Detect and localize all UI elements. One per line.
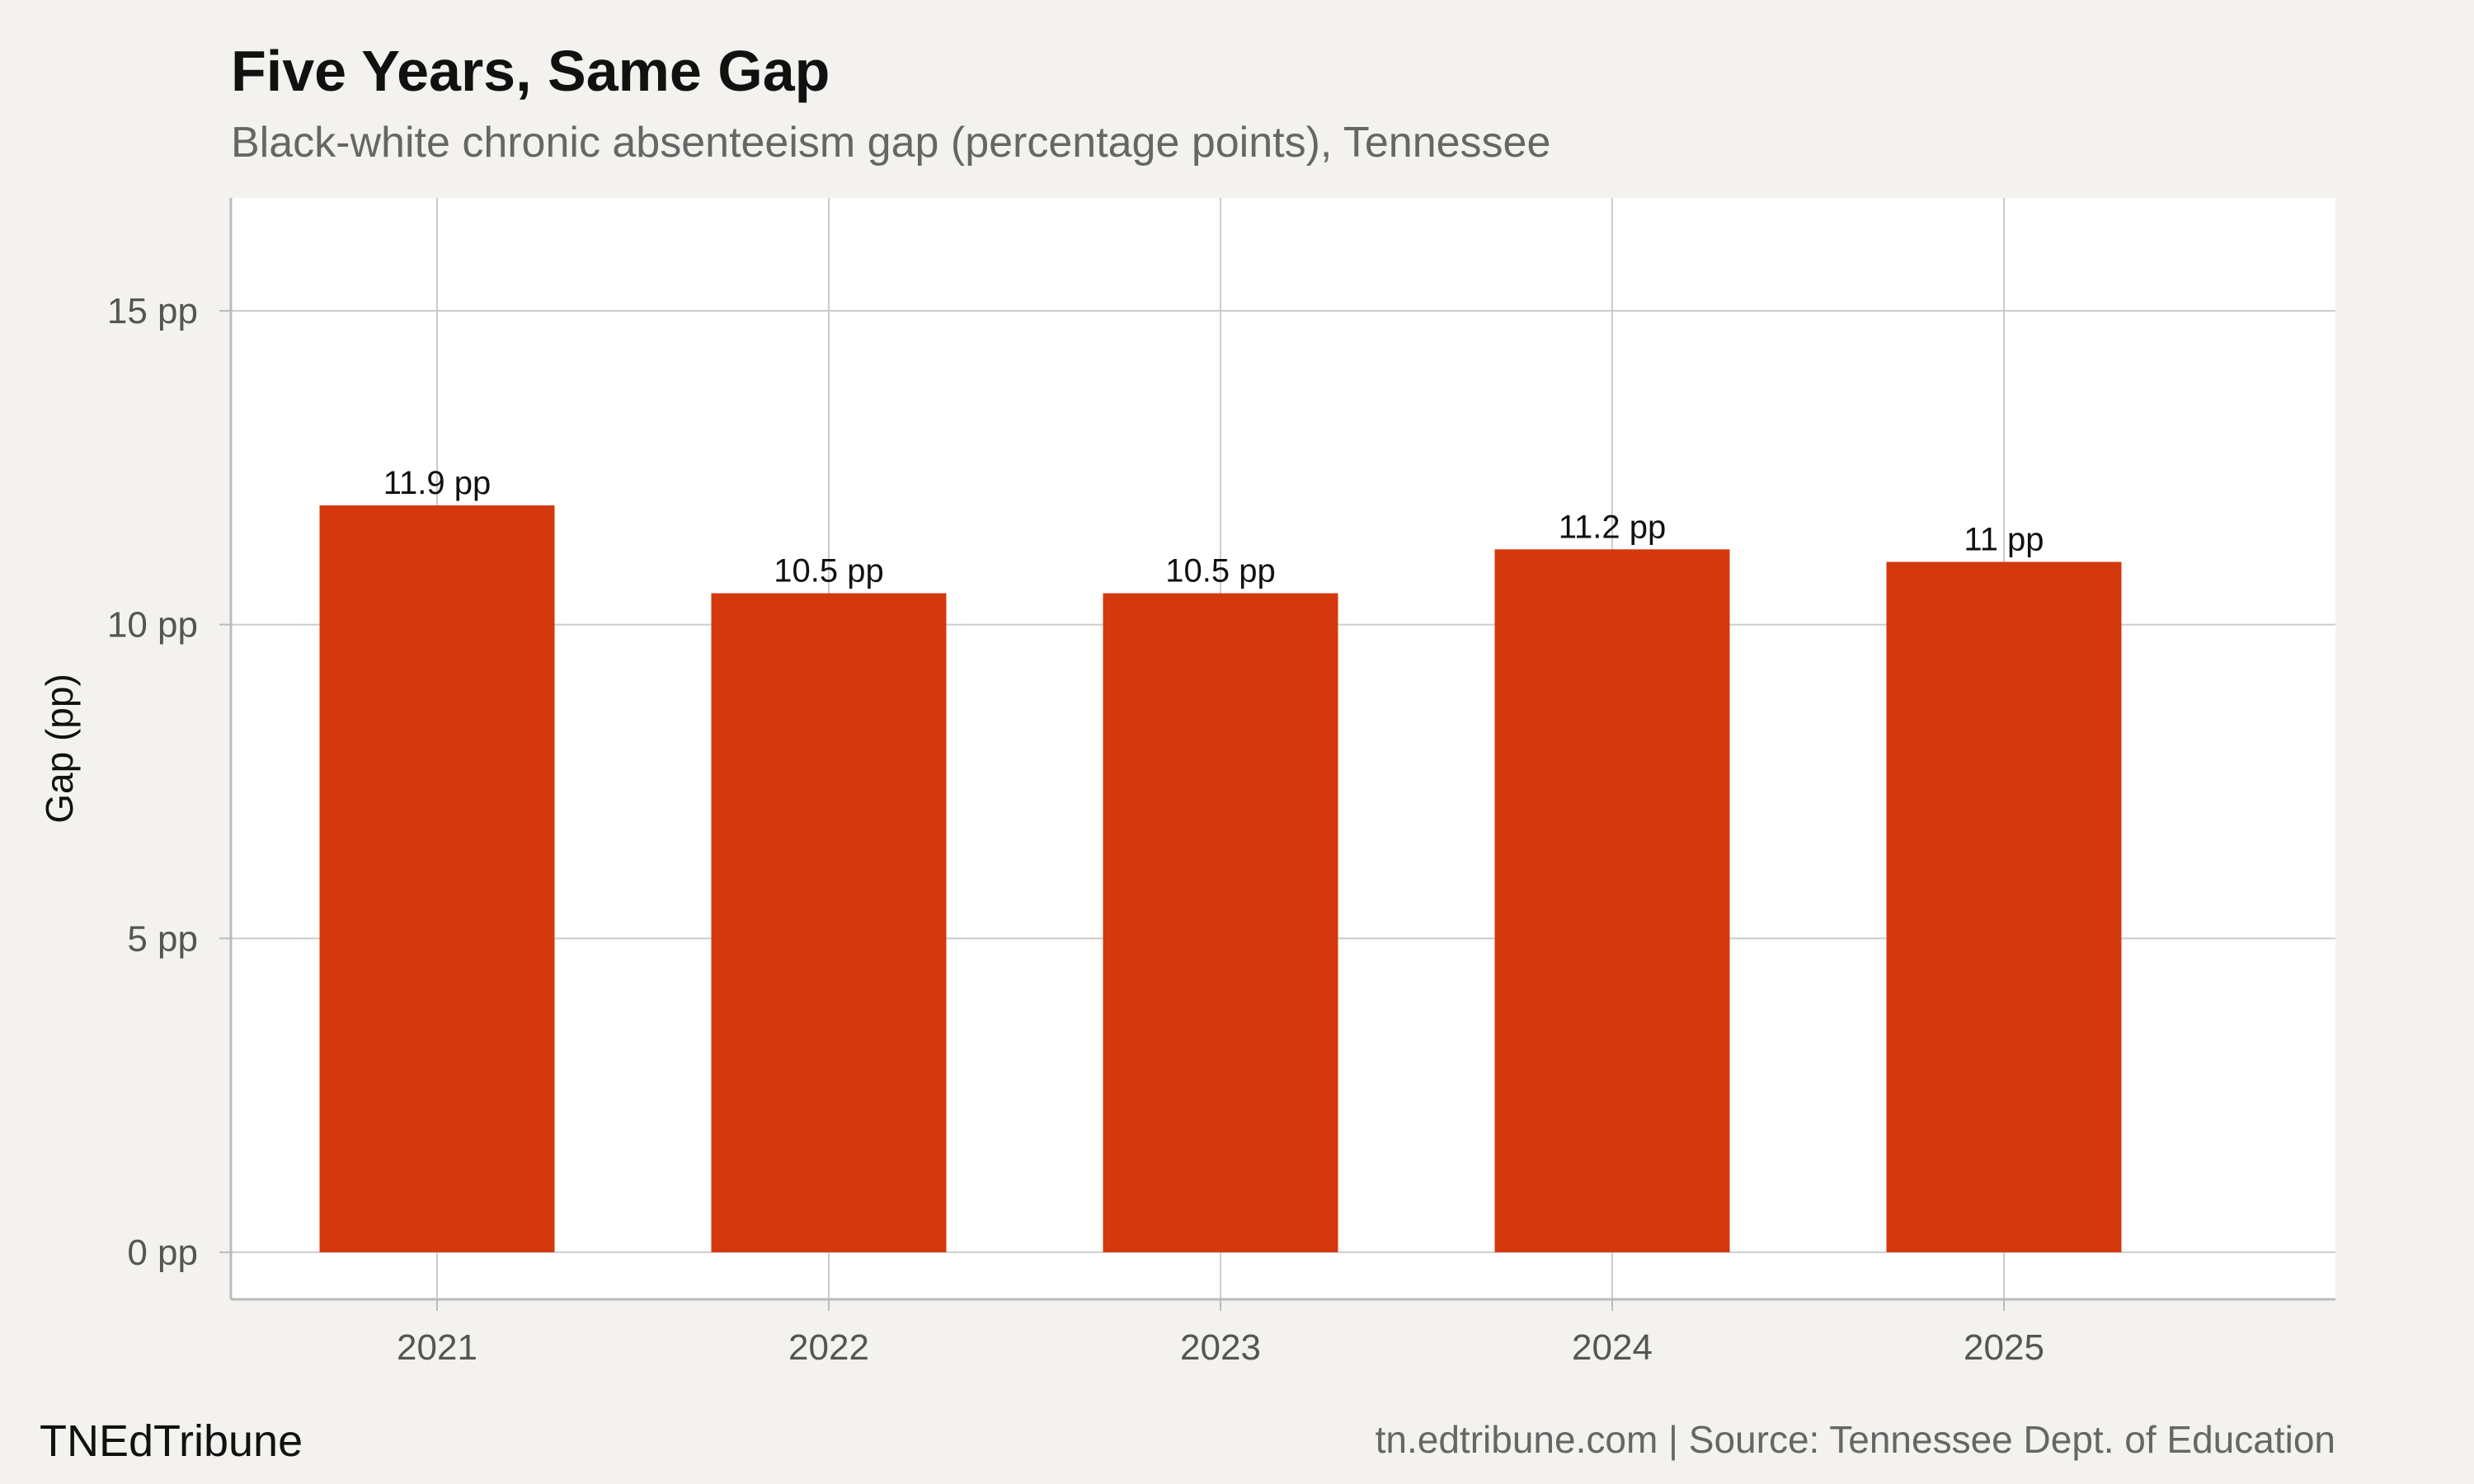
bar-2024 <box>1494 549 1730 1252</box>
data-label-2022: 10.5 pp <box>774 553 883 589</box>
x-tick-labels: 2021 2022 2023 2024 2025 <box>397 1327 2044 1368</box>
data-label-2021: 11.9 pp <box>383 465 492 501</box>
y-tick-label: 15 pp <box>107 291 198 331</box>
bar-2022 <box>711 593 947 1252</box>
data-label-2024: 11.2 pp <box>1559 509 1667 545</box>
data-labels: 11.9 pp 10.5 pp 10.5 pp 11.2 pp 11 pp <box>383 465 2044 589</box>
x-tick-label-2025: 2025 <box>1964 1327 2044 1368</box>
x-tick-label-2021: 2021 <box>397 1327 477 1368</box>
source-note: tn.edtribune.com | Source: Tennessee Dep… <box>1376 1418 2335 1461</box>
x-tick-label-2024: 2024 <box>1572 1327 1653 1368</box>
bar-2021 <box>319 505 555 1252</box>
data-label-2025: 11 pp <box>1964 522 2044 558</box>
y-tick-label: 5 pp <box>127 918 198 959</box>
y-axis-title: Gap (pp) <box>38 674 81 824</box>
brand-logo-text: TNEdTribune <box>40 1416 303 1466</box>
y-tick-label: 10 pp <box>107 605 198 646</box>
bar-2023 <box>1103 593 1338 1252</box>
axes <box>219 198 2335 1311</box>
x-tick-label-2023: 2023 <box>1180 1327 1261 1368</box>
bar-2025 <box>1886 561 2122 1252</box>
bars <box>319 505 2122 1252</box>
y-tick-label: 0 pp <box>127 1233 198 1273</box>
x-tick-label-2022: 2022 <box>788 1327 869 1368</box>
data-label-2023: 10.5 pp <box>1165 553 1275 589</box>
y-tick-labels: 0 pp 5 pp 10 pp 15 pp <box>107 291 198 1273</box>
chart-title: Five Years, Same Gap <box>231 39 830 103</box>
chart-subtitle: Black-white chronic absenteeism gap (per… <box>231 119 1550 167</box>
